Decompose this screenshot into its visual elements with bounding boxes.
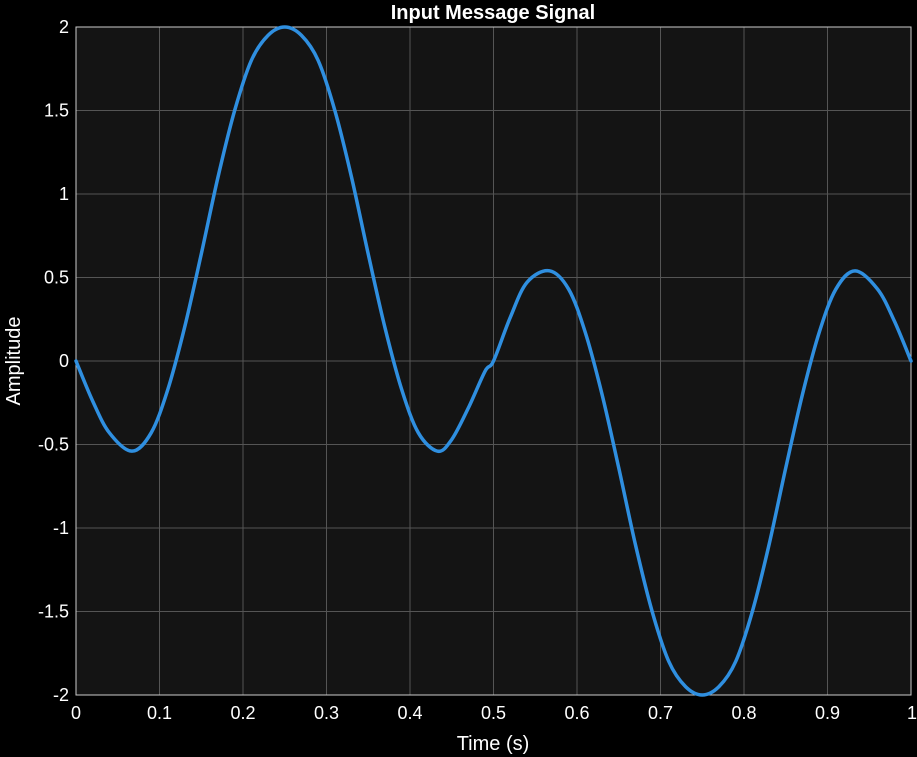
x-tick-label: 0.8 — [731, 703, 756, 723]
x-tick-label: 0.1 — [147, 703, 172, 723]
chart-title: Input Message Signal — [391, 2, 595, 24]
y-tick-labels: -2 -1.5 -1 -0.5 0 0.5 1 1.5 2 — [38, 17, 69, 705]
y-tick-label: -2 — [53, 685, 69, 705]
y-tick-label: 1.5 — [44, 101, 69, 121]
x-tick-label: 0.9 — [815, 703, 840, 723]
x-tick-labels: 0 0.1 0.2 0.3 0.4 0.5 0.6 0.7 0.8 0.9 1 — [71, 703, 917, 723]
y-tick-label: -0.5 — [38, 435, 69, 455]
series-line — [74, 25, 913, 697]
x-tick-label: 0.5 — [481, 703, 506, 723]
x-tick-label: 0.7 — [648, 703, 673, 723]
x-axis-label: Time (s) — [457, 733, 530, 755]
y-tick-label: -1 — [53, 518, 69, 538]
x-tick-label: 0 — [71, 703, 81, 723]
x-tick-label: 0.4 — [397, 703, 422, 723]
x-tick-label: 0.6 — [564, 703, 589, 723]
y-tick-label: 0.5 — [44, 268, 69, 288]
y-tick-label: -1.5 — [38, 602, 69, 622]
y-tick-label: 2 — [59, 17, 69, 37]
x-tick-label: 1 — [907, 703, 917, 723]
x-tick-label: 0.2 — [230, 703, 255, 723]
y-tick-label: 0 — [59, 351, 69, 371]
y-axis-label: Amplitude — [3, 317, 25, 406]
y-tick-label: 1 — [59, 184, 69, 204]
x-tick-label: 0.3 — [314, 703, 339, 723]
